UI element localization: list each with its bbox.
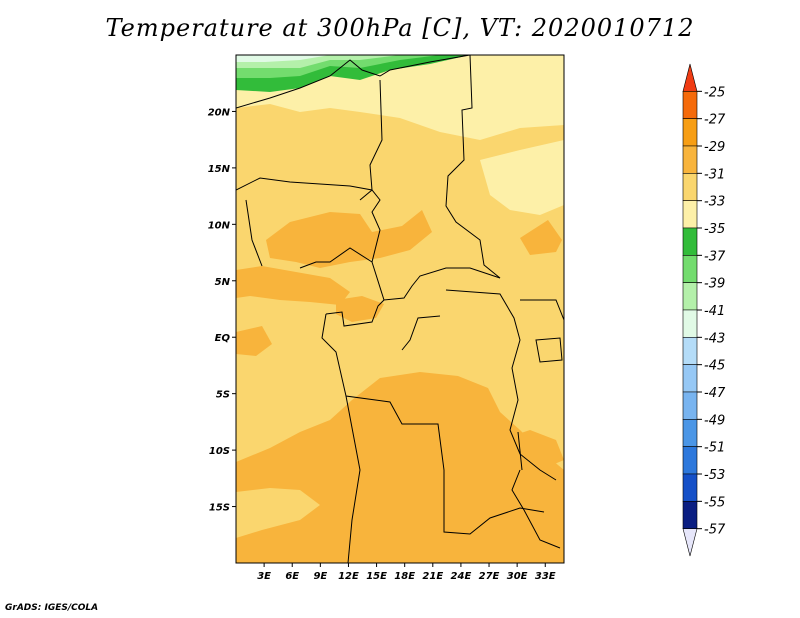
field-warm-patch-nigeria bbox=[266, 210, 432, 268]
colorbar-swatch bbox=[682, 91, 698, 119]
field-warm-patch-east bbox=[520, 220, 562, 255]
colorbar-label: -51 bbox=[704, 441, 725, 456]
colorbar-label: -49 bbox=[704, 413, 725, 428]
colorbar-swatch bbox=[682, 446, 698, 475]
colorbar-swatch bbox=[682, 282, 698, 311]
colorbar-label: -43 bbox=[704, 331, 725, 346]
y-tick-label: 20N bbox=[208, 107, 231, 118]
x-tick-label: 9E bbox=[313, 571, 327, 582]
x-tick-label: 33E bbox=[535, 571, 556, 582]
y-tick-label: EQ bbox=[215, 333, 231, 344]
colorbar-swatch bbox=[682, 227, 698, 256]
colorbar: -25 -27 -29 -31 -33 -35 -37 -39 -41 -43 -45 -47 -49 -… bbox=[682, 63, 726, 557]
colorbar-swatch bbox=[682, 419, 698, 447]
colorbar-label: -29 bbox=[704, 140, 725, 155]
colorbar-swatch bbox=[682, 63, 698, 92]
colorbar-label: -41 bbox=[704, 304, 725, 319]
field-band-41-43 bbox=[236, 55, 330, 62]
colorbar-swatch bbox=[682, 337, 698, 365]
colorbar-swatch bbox=[682, 309, 698, 338]
colorbar-label: -35 bbox=[704, 222, 725, 237]
field-warm-patch-gabon bbox=[236, 326, 272, 356]
plot-frame bbox=[235, 54, 565, 564]
colorbar-swatch bbox=[682, 118, 698, 147]
colorbar-swatch bbox=[682, 173, 698, 201]
y-tick-label: 15S bbox=[209, 503, 230, 514]
x-tick-label: 15E bbox=[366, 571, 387, 582]
colorbar-label: -47 bbox=[704, 386, 726, 401]
colorbar-label: -37 bbox=[704, 249, 726, 264]
x-tick-label: 18E bbox=[394, 571, 415, 582]
x-tick-label: 24E bbox=[451, 571, 472, 582]
field-warm-patch-congo bbox=[336, 296, 384, 322]
field-warm-patch-mozambique bbox=[500, 430, 564, 470]
x-tick-label: 12E bbox=[338, 571, 359, 582]
colorbar-label: -39 bbox=[704, 277, 725, 292]
colorbar-swatch bbox=[682, 145, 698, 174]
colorbar-label: -31 bbox=[704, 167, 725, 182]
colorbar-swatch bbox=[682, 473, 698, 502]
x-tick-label: 21E bbox=[422, 571, 443, 582]
colorbar-label: -27 bbox=[704, 113, 726, 128]
colorbar-label: -55 bbox=[704, 495, 725, 510]
field-warm-patch-south bbox=[236, 372, 564, 563]
colorbar-label: -33 bbox=[704, 195, 725, 210]
x-tick-label: 27E bbox=[479, 571, 500, 582]
grads-credit: GrADS: IGES/COLA bbox=[5, 603, 99, 613]
field-band-33-35-east bbox=[480, 140, 564, 215]
colorbar-swatch bbox=[682, 255, 698, 283]
field-warm-patch-gulf bbox=[236, 266, 350, 305]
colorbar-swatch bbox=[682, 364, 698, 393]
temperature-map bbox=[236, 55, 564, 563]
y-tick-label: 5N bbox=[215, 277, 231, 288]
x-tick-label: 30E bbox=[507, 571, 528, 582]
colorbar-swatch bbox=[682, 200, 698, 229]
country-boundaries bbox=[236, 55, 564, 563]
colorbar-label: -25 bbox=[704, 85, 725, 100]
y-tick-label: 10S bbox=[209, 446, 230, 457]
colorbar-label: -53 bbox=[704, 468, 725, 483]
x-tick-label: 3E bbox=[257, 571, 271, 582]
y-axis: 20N 15N 10N 5N EQ 5S 10S 15S bbox=[208, 107, 236, 514]
colorbar-label: -45 bbox=[704, 359, 725, 374]
colorbar-swatch bbox=[682, 528, 698, 557]
x-tick-label: 6E bbox=[285, 571, 299, 582]
y-tick-label: 15N bbox=[208, 164, 231, 175]
colorbar-swatch bbox=[682, 501, 698, 529]
colorbar-swatch bbox=[682, 391, 698, 420]
x-axis: 3E 6E 9E 12E 15E 18E 21E 24E 27E 30E 33E bbox=[257, 563, 556, 582]
chart-title: Temperature at 300hPa [C], VT: 202001071… bbox=[105, 14, 695, 42]
y-tick-label: 10N bbox=[208, 220, 231, 231]
y-tick-label: 5S bbox=[216, 390, 230, 401]
colorbar-label: -57 bbox=[704, 523, 726, 538]
